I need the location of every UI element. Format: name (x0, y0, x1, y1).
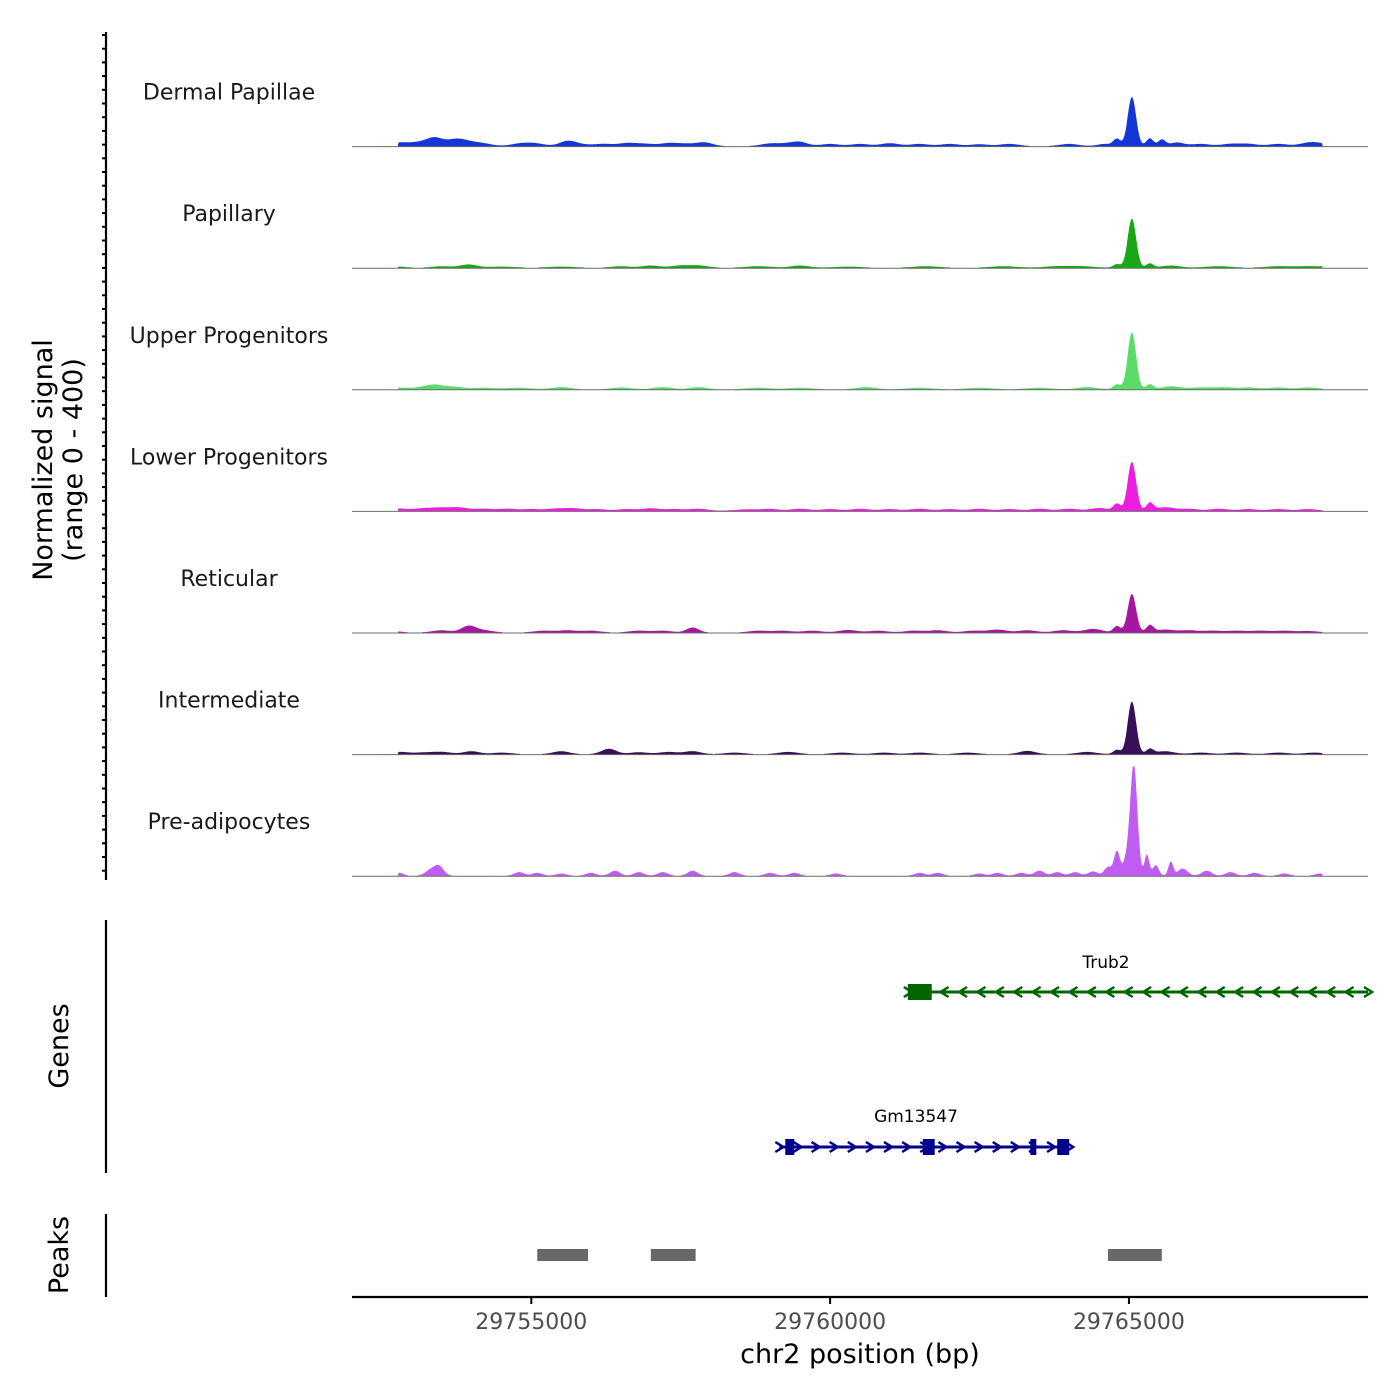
gene-trub2: Trub2 (903, 953, 1375, 1000)
exon (1057, 1139, 1070, 1155)
exon (922, 1139, 935, 1155)
x-tick-label: 29765000 (1073, 1310, 1185, 1335)
strand-arrow (1046, 1140, 1058, 1154)
track-lower-progenitors: Lower Progenitors (130, 445, 1368, 512)
strand-arrow (1067, 985, 1079, 999)
strand-arrow (1177, 985, 1189, 999)
gene-track: Trub2 Gm13547 (104, 920, 1375, 1173)
coverage-area (352, 461, 1368, 512)
genes-track-label: Genes (44, 1003, 75, 1088)
strand-arrow (1103, 985, 1115, 999)
coverage-area (352, 218, 1368, 269)
strand-arrow (973, 1140, 985, 1154)
track-reticular: Reticular (180, 567, 1368, 634)
strand-arrow (883, 1140, 895, 1154)
peak-region (537, 1249, 589, 1261)
strand-arrow (993, 985, 1005, 999)
strand-arrow (792, 1140, 804, 1154)
strand-arrow (938, 985, 950, 999)
track-upper-progenitors: Upper Progenitors (130, 324, 1368, 391)
track-pre-adipocytes: Pre-adipocytes (148, 766, 1368, 877)
track-label: Dermal Papillae (143, 81, 315, 106)
track-label: Pre-adipocytes (148, 810, 311, 835)
coverage-area (352, 701, 1368, 755)
track-label: Papillary (182, 202, 276, 227)
strand-arrow (1085, 985, 1097, 999)
peak-region (650, 1249, 696, 1261)
strand-arrow (1251, 985, 1263, 999)
track-papillary: Papillary (182, 202, 1368, 269)
track-intermediate: Intermediate (158, 689, 1368, 756)
strand-arrow (1010, 1140, 1022, 1154)
strand-arrow (992, 1140, 1004, 1154)
strand-arrow (1048, 985, 1060, 999)
strand-arrow (1306, 985, 1318, 999)
strand-arrow (901, 1140, 913, 1154)
strand-arrow (955, 1140, 967, 1154)
peak-track (104, 1214, 1162, 1297)
strand-arrow (1011, 985, 1023, 999)
x-tick-label: 29760000 (774, 1310, 886, 1335)
peak-region (1108, 1249, 1162, 1261)
coverage-area (352, 97, 1368, 147)
exon (907, 984, 932, 1000)
coverage-tracks: Dermal Papillae Papillary Upper Progenitor… (102, 32, 1368, 880)
strand-arrow (1195, 985, 1207, 999)
peaks-track-label: Peaks (44, 1216, 75, 1294)
gene-end-mark (774, 1140, 786, 1154)
gene-end-mark (1363, 985, 1375, 999)
x-tick-label: 29755000 (475, 1310, 587, 1335)
strand-arrow (1140, 985, 1152, 999)
gene-label: Trub2 (1081, 953, 1129, 973)
track-label: Intermediate (158, 689, 300, 714)
strand-arrow (810, 1140, 822, 1154)
gene-label: Gm13547 (874, 1107, 958, 1127)
strand-arrow (1232, 985, 1244, 999)
strand-arrow (1269, 985, 1281, 999)
exon (1030, 1139, 1037, 1155)
y-axis-title-line1: Normalized signal (28, 339, 59, 581)
strand-arrow (1324, 985, 1336, 999)
strand-arrow (975, 985, 987, 999)
strand-arrow (1030, 985, 1042, 999)
strand-arrow (865, 1140, 877, 1154)
strand-arrow (1288, 985, 1300, 999)
x-axis-title: chr2 position (bp) (740, 1339, 980, 1370)
strand-arrow (937, 1140, 949, 1154)
y-axis-title-line2: (range 0 - 400) (58, 358, 89, 562)
strand-arrow (956, 985, 968, 999)
track-label: Upper Progenitors (130, 324, 329, 349)
gene-gm13547: Gm13547 (774, 1107, 1076, 1155)
strand-arrow (1214, 985, 1226, 999)
strand-arrow (1343, 985, 1355, 999)
exon (785, 1139, 795, 1155)
track-label: Reticular (180, 567, 278, 592)
coverage-area (352, 593, 1368, 633)
coverage-area (352, 332, 1368, 390)
track-dermal-papillae: Dermal Papillae (143, 81, 1368, 148)
strand-arrow (1122, 985, 1134, 999)
strand-arrow (829, 1140, 841, 1154)
x-axis: 29755000 29760000 29765000 (352, 1295, 1368, 1335)
strand-arrow (847, 1140, 859, 1154)
track-label: Lower Progenitors (130, 445, 328, 470)
strand-arrow (1159, 985, 1171, 999)
coverage-area (352, 766, 1368, 877)
